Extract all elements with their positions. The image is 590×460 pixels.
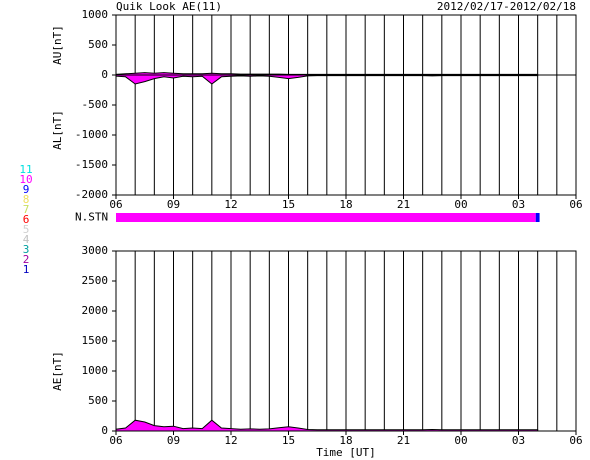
x-axis-label: Time [UT]: [316, 446, 376, 459]
y-tick-label: -2000: [75, 188, 108, 201]
x-tick-label: 03: [512, 434, 525, 447]
y-tick-label: 1500: [82, 334, 109, 347]
y-tick-label: -500: [82, 98, 109, 111]
area: [115, 74, 539, 85]
station-legend: 5: [23, 223, 30, 236]
x-tick-label: 12: [224, 434, 237, 447]
station-legend: 8: [23, 193, 30, 206]
y-tick-label: 0: [101, 424, 108, 437]
x-tick-label: 09: [167, 434, 180, 447]
station-legend: 2: [23, 253, 30, 266]
x-tick-label: 03: [512, 198, 525, 211]
x-tick-label: 18: [339, 434, 352, 447]
station-legend: 10: [19, 173, 32, 186]
station-segment: [116, 213, 536, 222]
area: [115, 72, 539, 76]
station-legend: 11: [19, 163, 32, 176]
x-tick-label: 18: [339, 198, 352, 211]
station-legend: 7: [23, 203, 30, 216]
station-segment: [535, 213, 540, 222]
x-tick-label: 06: [569, 434, 582, 447]
x-tick-label: 15: [282, 434, 295, 447]
y-tick-label: 500: [88, 38, 108, 51]
y-tick-label: 500: [88, 394, 108, 407]
station-legend: 1: [23, 263, 30, 276]
y-tick-label: 0: [101, 68, 108, 81]
date-range: 2012/02/17-2012/02/18: [437, 0, 576, 13]
station-legend: 3: [23, 243, 30, 256]
y-tick-label: 2500: [82, 274, 109, 287]
x-tick-label: 06: [569, 198, 582, 211]
x-tick-label: 15: [282, 198, 295, 211]
x-tick-label: 06: [109, 434, 122, 447]
y-tick-label: -1500: [75, 158, 108, 171]
x-tick-label: 09: [167, 198, 180, 211]
strip-label: N.STN: [75, 211, 108, 224]
x-tick-label: 00: [454, 434, 467, 447]
y-tick-label: 1000: [82, 364, 109, 377]
y-tick-label: 2000: [82, 304, 109, 317]
chart-title: Quik Look AE(11): [116, 0, 222, 13]
x-tick-label: 21: [397, 198, 410, 211]
y-tick-label: 3000: [82, 244, 109, 257]
y-axis-label: AU[nT]: [51, 25, 64, 65]
y-tick-label: 1000: [82, 8, 109, 21]
x-tick-label: 21: [397, 434, 410, 447]
y-axis-label: AL[nT]: [51, 110, 64, 150]
y-axis-label: AE[nT]: [51, 351, 64, 391]
x-tick-label: 06: [109, 198, 122, 211]
station-legend: 6: [23, 213, 30, 226]
area: [115, 419, 539, 432]
x-tick-label: 00: [454, 198, 467, 211]
y-tick-label: -1000: [75, 128, 108, 141]
station-legend: 9: [23, 183, 30, 196]
station-legend: 4: [23, 233, 30, 246]
x-tick-label: 12: [224, 198, 237, 211]
